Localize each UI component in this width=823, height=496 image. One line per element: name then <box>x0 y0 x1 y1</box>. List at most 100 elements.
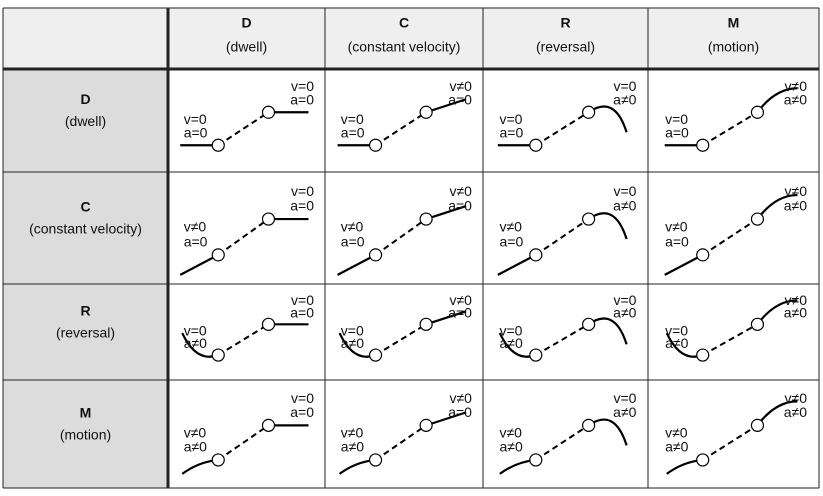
end-label: v=0 <box>613 78 636 94</box>
point-circle <box>750 418 765 432</box>
point-circle <box>581 418 596 432</box>
row-letter: D <box>80 91 90 107</box>
start-label: a=0 <box>184 233 208 249</box>
point-circle <box>261 212 276 226</box>
start-label: v≠0 <box>665 425 688 441</box>
dashed-link <box>535 424 590 461</box>
dashed-link <box>217 323 270 356</box>
end-label: a=0 <box>290 92 314 108</box>
point-circle <box>750 317 765 331</box>
start-label: v=0 <box>341 111 364 127</box>
start-label: a≠0 <box>341 439 364 455</box>
start-label: a=0 <box>184 125 208 141</box>
end-label: v≠0 <box>785 292 808 308</box>
point-circle <box>581 212 596 226</box>
point-circle <box>750 105 765 119</box>
point-circle <box>581 317 596 331</box>
start-label: a=0 <box>341 125 365 141</box>
start-label: a≠0 <box>500 439 523 455</box>
point-circle <box>261 105 276 119</box>
row-header-bg <box>3 69 168 488</box>
row-label: (constant velocity) <box>29 221 142 237</box>
start-label: a≠0 <box>341 335 364 351</box>
point-circle <box>261 418 276 432</box>
dashed-link <box>702 424 758 461</box>
row-label: (reversal) <box>56 325 115 341</box>
point-circle <box>419 317 433 331</box>
row-label: (motion) <box>60 427 111 443</box>
dashed-link <box>374 218 427 256</box>
point-circle <box>368 348 383 362</box>
column-label: (dwell) <box>226 39 267 55</box>
end-label: a=0 <box>448 197 472 213</box>
row-letter: C <box>80 199 90 215</box>
end-label: a=0 <box>448 304 472 320</box>
start-label: v≠0 <box>665 219 688 235</box>
dashed-link <box>702 111 758 147</box>
start-label: a=0 <box>500 233 524 249</box>
start-label: v=0 <box>500 111 523 127</box>
end-curve <box>425 98 467 114</box>
row-label: (dwell) <box>65 113 106 129</box>
end-label: v=0 <box>613 292 636 308</box>
end-label: a=0 <box>290 304 314 320</box>
point-circle <box>211 248 225 262</box>
point-circle <box>211 138 225 152</box>
dashed-link <box>702 218 758 256</box>
start-label: v≠0 <box>184 425 207 441</box>
end-label: a=0 <box>290 197 314 213</box>
dashed-link <box>535 111 590 147</box>
start-label: v=0 <box>341 323 364 339</box>
dashed-link <box>535 323 590 356</box>
end-label: v=0 <box>291 292 314 308</box>
end-label: a≠0 <box>613 404 636 420</box>
end-label: a≠0 <box>613 304 636 320</box>
row-letter: R <box>80 303 90 319</box>
start-curve <box>337 253 377 276</box>
start-label: v=0 <box>184 111 207 127</box>
column-letter: R <box>560 15 570 31</box>
start-label: v≠0 <box>341 425 364 441</box>
point-circle <box>419 418 433 432</box>
header-bg <box>3 8 819 69</box>
dashed-link <box>374 424 427 461</box>
dashed-link <box>375 323 427 356</box>
dashed-link <box>702 323 758 356</box>
start-label: a≠0 <box>665 335 688 351</box>
end-label: a≠0 <box>784 197 807 213</box>
point-circle <box>696 248 710 262</box>
end-curve <box>425 411 467 427</box>
end-label: a=0 <box>290 404 314 420</box>
column-letter: D <box>241 15 251 31</box>
point-circle <box>529 138 543 152</box>
start-label: v≠0 <box>184 219 207 235</box>
point-circle <box>419 212 433 226</box>
end-label: a=0 <box>448 404 472 420</box>
end-label: v=0 <box>613 183 636 199</box>
dashed-link <box>217 111 270 147</box>
start-label: a=0 <box>341 233 365 249</box>
start-label: a≠0 <box>500 335 523 351</box>
point-circle <box>696 453 710 467</box>
end-label: a≠0 <box>613 197 636 213</box>
end-label: v≠0 <box>449 183 472 199</box>
point-circle <box>211 453 225 467</box>
end-label: a=0 <box>448 92 472 108</box>
end-label: v≠0 <box>449 78 472 94</box>
start-label: v=0 <box>665 323 688 339</box>
point-circle <box>368 248 383 262</box>
point-circle <box>419 105 433 119</box>
start-label: a≠0 <box>184 335 207 351</box>
start-label: a≠0 <box>665 439 688 455</box>
end-label: v≠0 <box>785 390 808 406</box>
start-label: a=0 <box>665 125 689 141</box>
dashed-link <box>217 218 270 256</box>
point-circle <box>529 453 543 467</box>
end-label: a≠0 <box>784 92 807 108</box>
point-circle <box>529 348 543 362</box>
start-curve <box>497 253 537 276</box>
start-label: v=0 <box>184 323 207 339</box>
start-curve <box>664 253 704 276</box>
start-curve <box>179 253 219 276</box>
